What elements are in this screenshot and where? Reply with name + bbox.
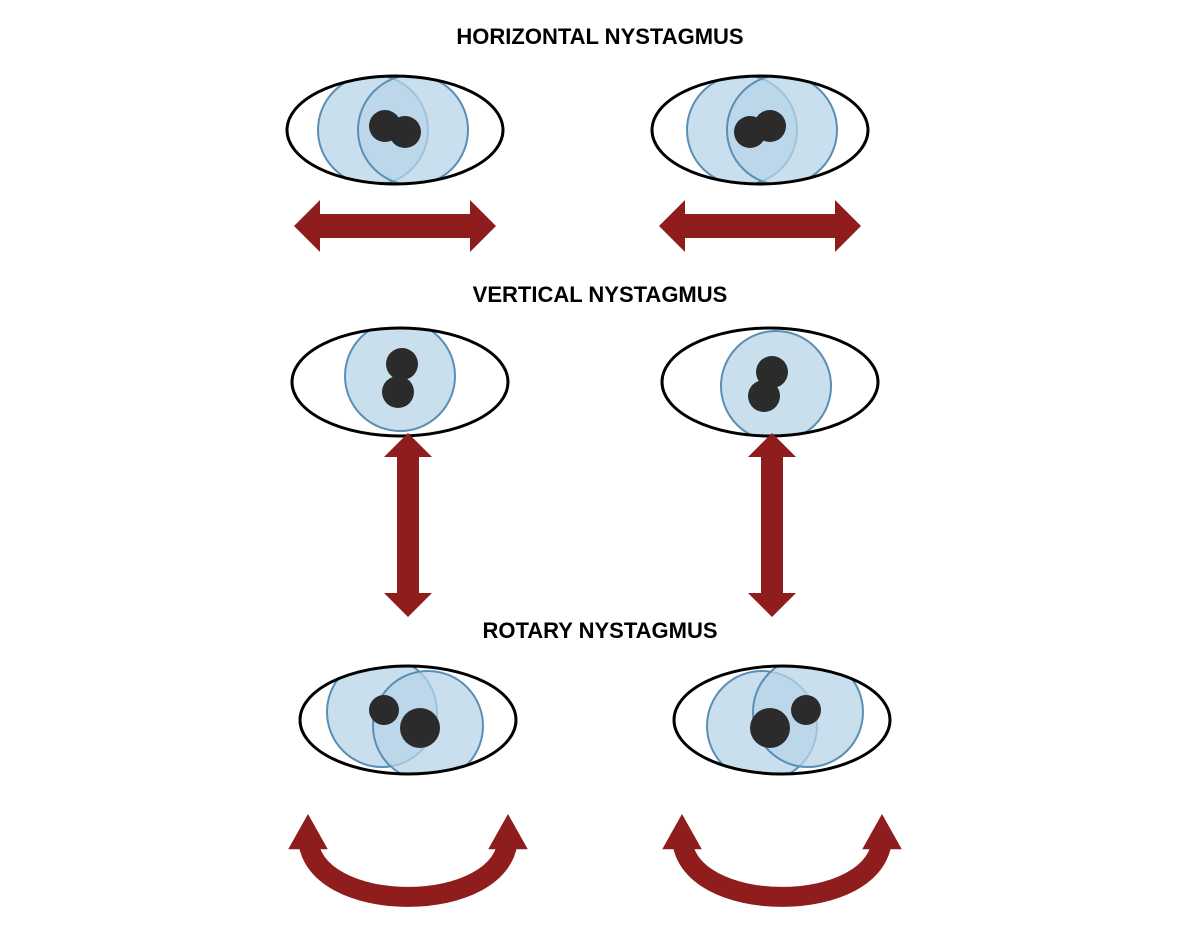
pupil [754,110,786,142]
pupil [750,708,790,748]
vertical-double-arrow-icon [748,433,796,617]
eye-r-left [285,651,531,789]
horizontal-double-arrow-icon [294,200,496,252]
eye-r-right [659,651,905,789]
title-rotary: ROTARY NYSTAGMUS [0,618,1200,644]
eye-v-left [277,313,523,451]
eye-v-right [647,313,893,451]
pupil [400,708,440,748]
pupil [389,116,421,148]
title-vertical: VERTICAL NYSTAGMUS [0,282,1200,308]
horizontal-double-arrow-icon [659,200,861,252]
pupil [369,695,399,725]
pupil [748,380,780,412]
pupil [791,695,821,725]
rotary-arrow-icon [266,794,550,936]
eye-h-right [637,61,883,199]
eye-h-left [272,61,518,199]
nystagmus-diagram: HORIZONTAL NYSTAGMUS VERTICAL NYSTAGMUS … [0,0,1200,913]
pupil [382,376,414,408]
rotary-arrow-icon [640,794,924,936]
vertical-double-arrow-icon [384,433,432,617]
pupil [386,348,418,380]
title-horizontal: HORIZONTAL NYSTAGMUS [0,24,1200,50]
